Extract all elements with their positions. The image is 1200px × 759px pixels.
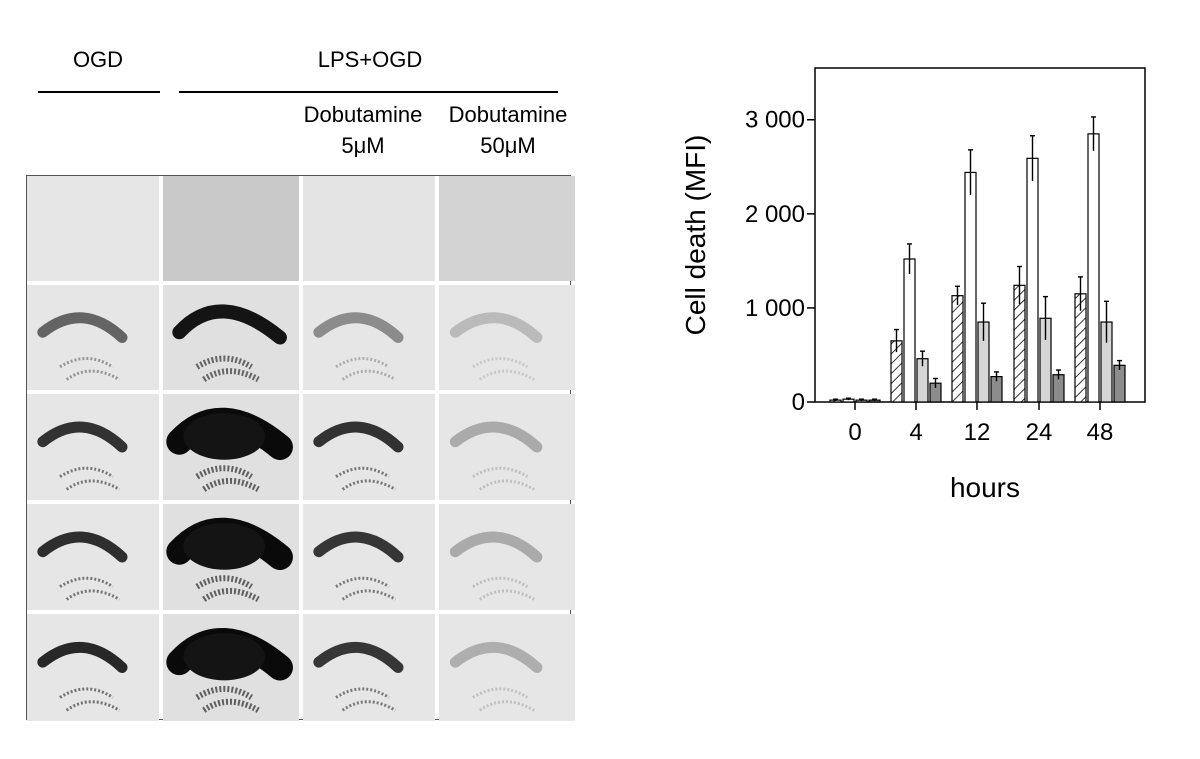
slice-image-r5-c1 [27, 614, 159, 721]
x-tick-label: 4 [909, 419, 922, 446]
bar [1113, 364, 1126, 403]
x-tick-label: 12 [964, 419, 991, 446]
slice-stain [166, 407, 293, 493]
y-tick-label: 2 000 [745, 201, 805, 228]
slice-image-r5-c3 [303, 614, 435, 721]
header-ogd: OGD [72, 47, 124, 72]
slice-stain [37, 641, 128, 712]
col4-label-line2: 50μM [480, 133, 536, 158]
slice-image-r4-c1 [27, 504, 159, 610]
slice-image-r1-c3 [303, 176, 435, 281]
slice-image-r3-c1 [27, 394, 159, 500]
slice-image-r5-c4 [439, 614, 575, 721]
slice-image-r3-c2 [163, 394, 299, 500]
y-tick-label: 0 [792, 389, 805, 416]
slice-stain [313, 641, 404, 712]
slice-image-r1-c4 [439, 176, 575, 281]
col4-label-line1: Dobutamine [448, 102, 568, 127]
slice-image-grid [26, 175, 575, 721]
y-tick-label: 1 000 [745, 295, 805, 322]
slice-image-r4-c4 [439, 504, 575, 610]
slice-image-r1-c2 [163, 176, 299, 281]
y-tick-label: 3 000 [745, 107, 805, 134]
bar [903, 258, 916, 403]
cell-death-bar-chart: 0 1 000 2 000 3 000 Cell death (MFI) 0 4 12 24 48… [680, 67, 1146, 503]
bar [951, 295, 964, 403]
lps-ogd-underline [179, 91, 558, 93]
slice-stain [313, 421, 404, 491]
slice-image-r3-c4 [439, 394, 575, 500]
bar [964, 171, 977, 403]
slice-stain [166, 517, 293, 603]
x-tick-label: 0 [848, 419, 861, 446]
x-tick-label: 48 [1087, 419, 1114, 446]
slice-stain [37, 421, 128, 491]
slice-image-r3-c3 [303, 394, 435, 500]
slice-stain [172, 304, 287, 383]
bar [1026, 157, 1039, 403]
slice-image-r5-c2 [163, 614, 299, 721]
slice-image-r2-c1 [27, 285, 159, 390]
slice-stain [313, 312, 404, 381]
col3-label-line1: Dobutamine [303, 102, 423, 127]
slice-image-r4-c3 [303, 504, 435, 610]
slice-image-r4-c2 [163, 504, 299, 610]
col3-label-line2: 5μM [341, 133, 385, 158]
slice-image-r2-c3 [303, 285, 435, 390]
slice-stain [449, 531, 543, 601]
header-lps-ogd: LPS+OGD [317, 47, 423, 72]
y-axis-label: Cell death (MFI) [680, 135, 711, 336]
slice-stain [449, 312, 543, 381]
slice-stain [166, 628, 293, 713]
slice-stain [37, 531, 128, 601]
slice-stain [449, 641, 543, 712]
slice-image-r2-c4 [439, 285, 575, 390]
slice-stain [313, 531, 404, 601]
slice-stain [37, 312, 128, 381]
slice-image-r2-c2 [163, 285, 299, 390]
bar [1087, 133, 1100, 403]
slice-stain [449, 421, 543, 491]
x-tick-label: 24 [1026, 419, 1053, 446]
x-axis-label: hours [950, 472, 1020, 503]
ogd-underline [38, 91, 160, 93]
slice-image-r1-c1 [27, 176, 159, 281]
